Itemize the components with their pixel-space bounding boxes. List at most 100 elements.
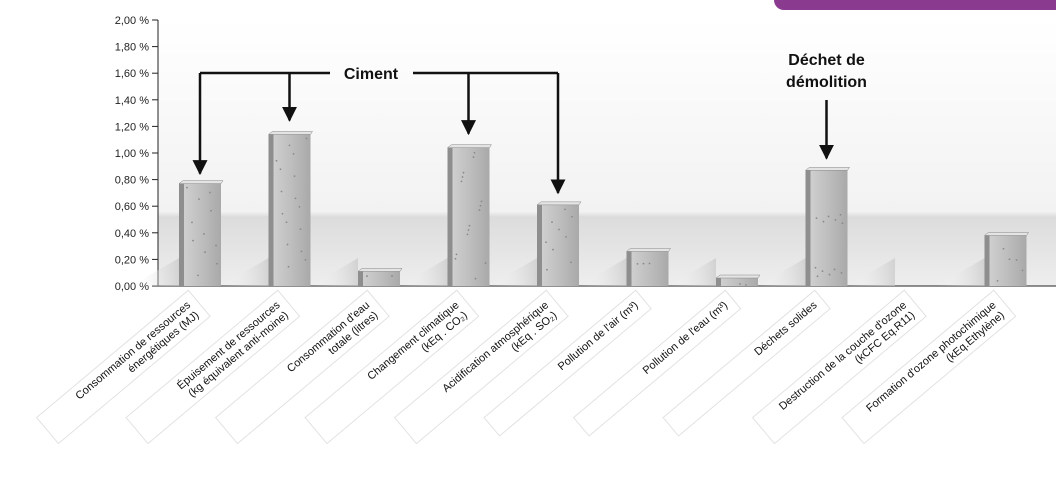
bar (536, 201, 582, 286)
bar-texture-dot (467, 229, 470, 231)
y-tick-label: 0,20 % (115, 254, 149, 266)
bar-side (447, 147, 453, 286)
bar-side (268, 134, 274, 286)
bar-texture-dot (300, 250, 303, 253)
bar-texture-dot (191, 221, 193, 224)
bar-shadow (220, 258, 269, 286)
bar-front (631, 251, 669, 286)
bar-front (989, 235, 1027, 286)
bar-texture-dot (822, 220, 825, 223)
bar-texture-dot (834, 218, 837, 221)
bar-top (536, 201, 582, 206)
x-label-card (483, 289, 652, 437)
y-tick-label: 0,60 % (115, 201, 149, 213)
bar-texture-dot (821, 270, 824, 273)
bar-front (721, 278, 758, 286)
bar-texture-dot (816, 275, 819, 278)
bar-texture-dot (454, 257, 457, 260)
bar-texture-dot (286, 243, 289, 246)
x-label-card (304, 289, 480, 445)
bar-texture-dot (204, 251, 206, 254)
bar-texture-dot (294, 197, 297, 200)
bar-texture-dot (479, 204, 482, 207)
y-tick-label: 1,60 % (115, 68, 149, 80)
bar-texture-dot (468, 224, 471, 227)
bar-texture-dot (1021, 269, 1024, 272)
bar-texture-dot (570, 261, 572, 264)
bar-shadow (310, 258, 358, 286)
bar-texture-dot (460, 180, 463, 183)
bar (267, 131, 313, 286)
bar-shadow (936, 258, 985, 286)
bar-texture-dot (298, 206, 301, 208)
bar-texture-dot (293, 175, 296, 178)
bar-texture-dot (833, 268, 836, 271)
bar-texture-dot (466, 233, 469, 236)
bar-texture-dot (275, 159, 278, 162)
bar-side (805, 170, 811, 286)
bar-texture-dot (478, 209, 481, 211)
header-accent-tab (774, 0, 1056, 10)
y-tick-label: 0,40 % (115, 228, 149, 240)
bar-side (626, 251, 632, 286)
bar-texture-dot (279, 168, 282, 171)
bar-front (273, 134, 311, 286)
bar-shadow (399, 258, 448, 286)
bar-texture-dot (551, 221, 553, 223)
bar-texture-dot (299, 228, 302, 231)
x-tick-label: Pollution de l'eau (m³) (572, 289, 742, 437)
bar-texture-dot (1002, 247, 1005, 250)
bar-texture-dot (288, 144, 291, 147)
bar-texture-dot (815, 217, 818, 220)
bar-texture-dot (484, 262, 487, 264)
bar-texture-dot (305, 137, 308, 140)
bar-texture-dot (648, 262, 651, 265)
bars (178, 131, 1029, 286)
bar-shadow (578, 258, 627, 286)
bar-texture-dot (642, 262, 645, 265)
x-tick-label-line: Pollution de l'air (m³) (556, 299, 641, 373)
bar-texture-dot (571, 215, 573, 218)
bar-side (358, 271, 363, 286)
bar-texture-dot (828, 273, 831, 276)
bar-shadow (668, 258, 716, 286)
bar-texture-dot (546, 268, 548, 271)
bar-texture-dot (287, 265, 290, 268)
y-tick-label: 1,80 % (115, 42, 149, 54)
bar-texture-dot (210, 209, 212, 212)
x-label-card (751, 289, 927, 445)
bar-texture-dot (285, 221, 288, 224)
annotation-label: Déchet de (788, 52, 865, 69)
bar-texture-dot (840, 271, 843, 274)
x-label-card (214, 289, 390, 445)
bar-texture-dot (281, 212, 284, 215)
bar-texture-dot (827, 215, 830, 218)
bar-texture-dot (292, 153, 295, 155)
bar-texture-dot (1008, 258, 1011, 261)
x-tick-label: Destruction de la couche d'ozone(kCFC Eq… (751, 289, 927, 445)
bar-texture-dot (564, 208, 566, 211)
bar-front (363, 271, 400, 286)
bar-front (184, 183, 221, 286)
bar-texture-dot (198, 198, 200, 201)
bar (625, 248, 671, 286)
bar-side (537, 204, 542, 286)
bar-texture-dot (461, 176, 464, 178)
bar-top (267, 131, 313, 135)
annotation-label: démolition (786, 74, 867, 91)
y-tick-label: 1,40 % (115, 95, 149, 107)
bar-shadows (131, 258, 985, 286)
bar-side (984, 235, 990, 286)
bar-texture-dot (209, 191, 211, 194)
bar-texture-dot (1015, 259, 1018, 261)
bar (715, 274, 761, 286)
bar-texture-dot (841, 222, 844, 225)
bar-texture-dot (552, 248, 554, 251)
bar-top (804, 167, 850, 171)
x-tick-label: Formation d'ozone photochimique(kEq.Ethy… (841, 289, 1017, 445)
bar-top (178, 180, 224, 184)
bar-front (542, 204, 579, 286)
bar-texture-dot (839, 213, 842, 216)
